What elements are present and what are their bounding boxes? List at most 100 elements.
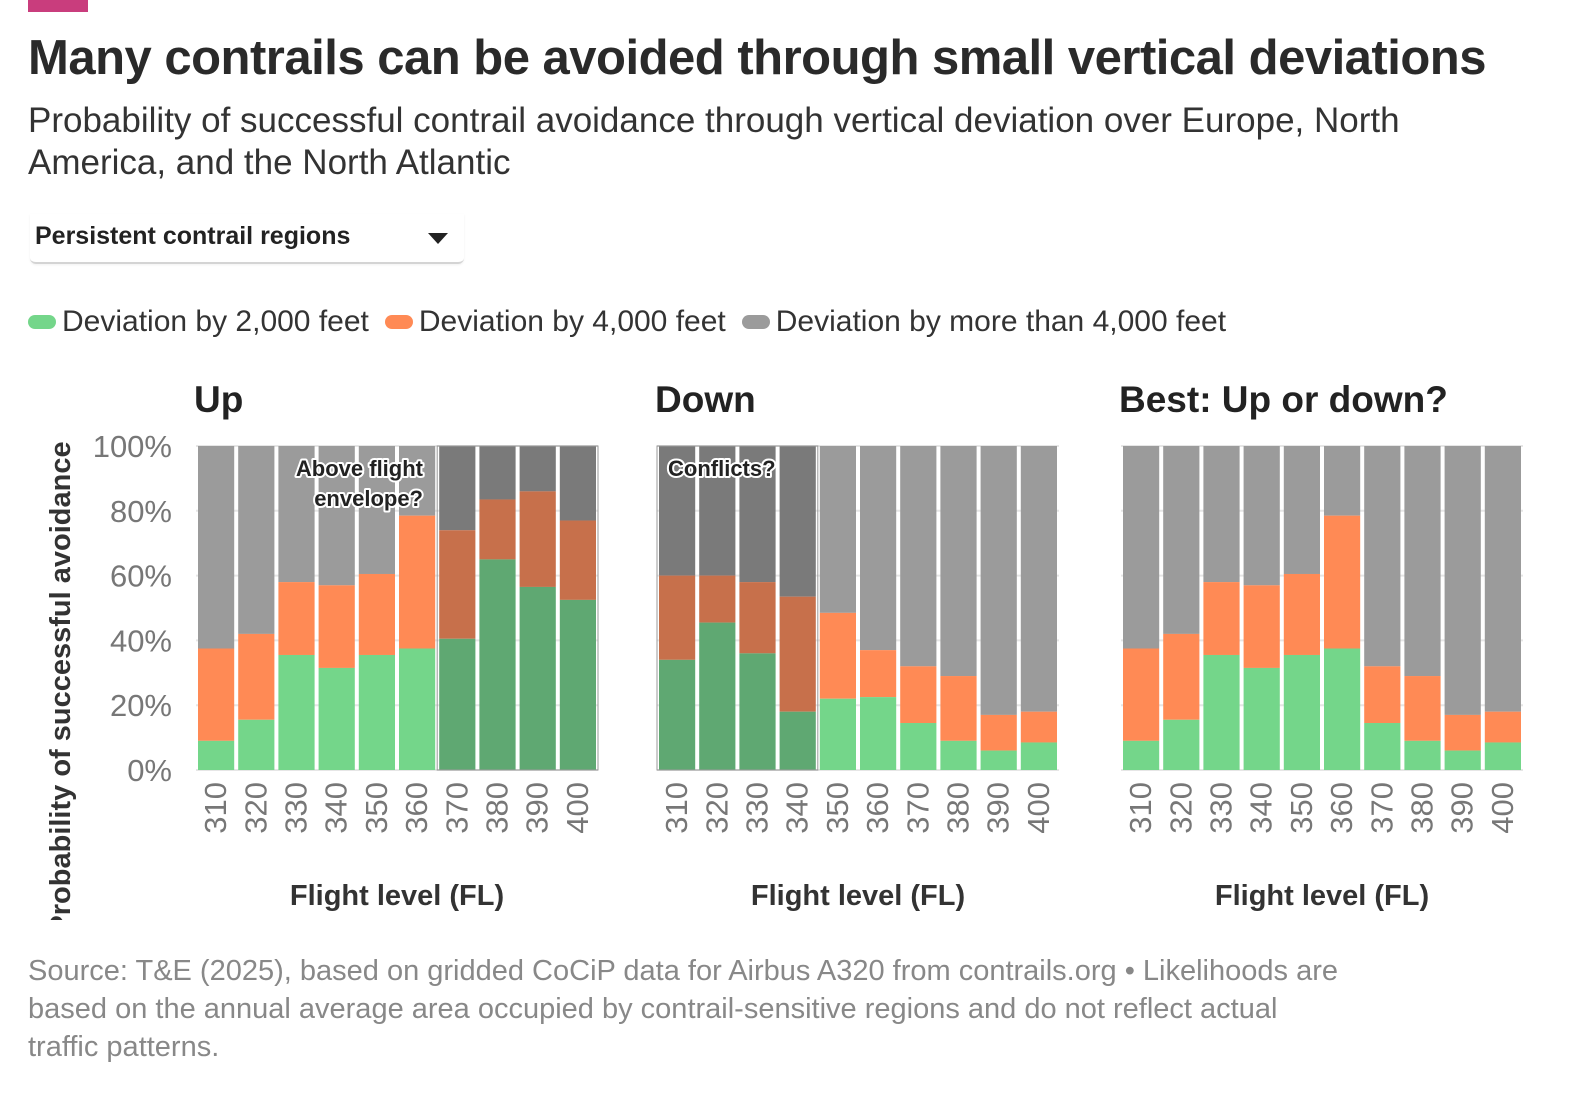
chevron-down-icon[interactable] <box>428 233 448 244</box>
x-tick-label: 380 <box>941 782 976 834</box>
bar-segment-more-than-4000ft <box>278 446 315 583</box>
x-tick-label: 320 <box>699 782 734 834</box>
x-axis-title: Flight level (FL) <box>1215 880 1429 912</box>
bar-segment-2000ft <box>399 648 436 770</box>
annotation-text: Conflicts? <box>668 456 776 481</box>
bar-segment-4000ft <box>399 515 436 649</box>
bar-segment-more-than-4000ft <box>819 446 856 613</box>
chart-title: Many contrails can be avoided through sm… <box>28 31 1486 85</box>
bar-segment-more-than-4000ft <box>739 446 776 583</box>
bar-segment-more-than-4000ft <box>1203 446 1240 583</box>
bar-segment-more-than-4000ft <box>198 446 235 649</box>
bar-segment-more-than-4000ft <box>1283 446 1320 574</box>
bar-segment-4000ft <box>900 666 937 724</box>
x-tick-label: 350 <box>359 782 394 834</box>
bar-segment-4000ft <box>779 596 816 712</box>
bar-segment-more-than-4000ft <box>358 446 395 574</box>
bar-segment-more-than-4000ft <box>479 446 516 500</box>
x-tick-label: 400 <box>560 782 595 834</box>
bar-segment-2000ft <box>739 653 776 770</box>
x-tick-label: 310 <box>659 782 694 834</box>
x-tick-label: 310 <box>198 782 233 834</box>
bar-segment-4000ft <box>1163 633 1200 720</box>
x-tick-label: 360 <box>1324 782 1359 834</box>
x-tick-label: 350 <box>1284 782 1319 834</box>
shaded-region <box>436 445 599 771</box>
bar-segment-4000ft <box>358 573 395 655</box>
bar-segment-2000ft <box>198 740 235 770</box>
x-tick-label: 370 <box>900 782 935 834</box>
bar-segment-more-than-4000ft <box>318 446 355 586</box>
bar-segment-more-than-4000ft <box>1020 446 1057 712</box>
x-tick-label: 400 <box>1021 782 1056 834</box>
bar-segment-2000ft <box>659 659 696 770</box>
bar-segment-4000ft <box>1404 676 1441 741</box>
bar-segment-2000ft <box>1404 740 1441 770</box>
bar-segment-4000ft <box>198 648 235 741</box>
legend-swatch <box>28 315 56 329</box>
bar-segment-more-than-4000ft <box>439 446 476 531</box>
stacked-bar-chart: Probability of successful avoidance 0% 20%… <box>45 379 1523 920</box>
bar-segment-2000ft <box>1020 742 1057 770</box>
bar-segment-2000ft <box>318 667 355 770</box>
y-tick-label: 40% <box>110 623 172 658</box>
legend-label: Deviation by more than 4,000 feet <box>775 305 1227 338</box>
annotation-text: Above flight <box>296 456 424 481</box>
bar-segment-2000ft <box>699 622 736 770</box>
chart-subtitle: Probability of successful contrail avoid… <box>28 101 1400 182</box>
bar-segment-4000ft <box>1364 666 1401 724</box>
legend-item-more-than-4000ft[interactable]: Deviation by more than 4,000 feet <box>741 305 1227 339</box>
x-tick-label: 340 <box>1244 782 1279 834</box>
bar-segment-2000ft <box>439 638 476 770</box>
region-dropdown[interactable]: Persistent contrail regions <box>30 214 464 264</box>
bar-segment-2000ft <box>1163 719 1200 770</box>
bar-segment-4000ft <box>559 520 596 600</box>
x-tick-label: 340 <box>780 782 815 834</box>
bar-segment-2000ft <box>819 698 856 770</box>
legend-item-4000ft[interactable]: Deviation by 4,000 feet <box>384 305 726 339</box>
legend-swatch <box>741 315 770 329</box>
bar-segment-4000ft <box>1484 711 1521 743</box>
shaded-region <box>656 445 819 771</box>
annotation-text: envelope? <box>314 486 423 511</box>
bar-segment-more-than-4000ft <box>1444 446 1481 715</box>
bar-segment-2000ft <box>1123 740 1160 770</box>
bar-segment-more-than-4000ft <box>940 446 977 677</box>
x-tick-label: 380 <box>480 782 515 834</box>
y-tick-label: 20% <box>110 688 172 723</box>
bar-segment-more-than-4000ft <box>1364 446 1401 667</box>
x-tick-label: 360 <box>399 782 434 834</box>
bar-segment-more-than-4000ft <box>860 446 897 651</box>
x-tick-label: 340 <box>319 782 354 834</box>
bar-segment-more-than-4000ft <box>519 446 556 492</box>
bar-segment-2000ft <box>1203 654 1240 770</box>
legend-swatch <box>384 315 413 329</box>
legend-label: Deviation by 2,000 feet <box>62 305 369 338</box>
bar-segment-2000ft <box>1364 723 1401 770</box>
bar-segment-more-than-4000ft <box>238 446 275 634</box>
bar-segment-more-than-4000ft <box>1163 446 1200 634</box>
bar-segment-4000ft <box>739 582 776 654</box>
bar-segment-4000ft <box>519 491 556 587</box>
x-tick-label: 350 <box>820 782 855 834</box>
bar-segment-2000ft <box>519 586 556 770</box>
legend: Deviation by 2,000 feet Deviation by 4,0… <box>28 305 1242 339</box>
bar-segment-4000ft <box>940 676 977 741</box>
bar-segment-2000ft <box>1444 750 1481 770</box>
bar-segment-2000ft <box>559 599 596 770</box>
legend-item-2000ft[interactable]: Deviation by 2,000 feet <box>28 305 369 339</box>
x-tick-label: 400 <box>1485 782 1520 834</box>
x-tick-label: 390 <box>1445 782 1480 834</box>
bar-segment-2000ft <box>779 711 816 770</box>
y-tick-label: 80% <box>110 494 172 529</box>
bar-segment-more-than-4000ft <box>980 446 1017 715</box>
bar-segment-4000ft <box>238 633 275 720</box>
bar-segment-4000ft <box>1203 582 1240 655</box>
bar-segment-more-than-4000ft <box>1123 446 1160 649</box>
bar-segment-4000ft <box>659 575 696 660</box>
bar-segment-4000ft <box>1444 714 1481 751</box>
bar-segment-4000ft <box>1123 648 1160 741</box>
bar-segment-4000ft <box>860 650 897 698</box>
x-tick-label: 380 <box>1405 782 1440 834</box>
bar-segment-2000ft <box>358 654 395 770</box>
